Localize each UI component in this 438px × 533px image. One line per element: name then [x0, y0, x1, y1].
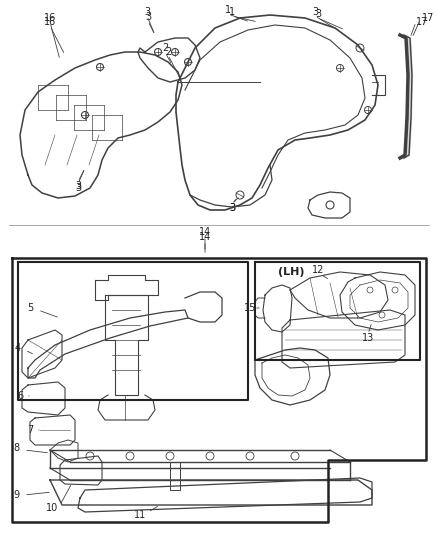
Text: 3: 3	[312, 7, 318, 17]
Text: 3: 3	[75, 181, 81, 191]
Text: 3: 3	[144, 7, 150, 17]
Text: 13: 13	[362, 333, 374, 343]
Text: 5: 5	[27, 303, 33, 313]
Text: 3: 3	[229, 203, 235, 213]
Text: 9: 9	[13, 490, 19, 500]
Text: 4: 4	[15, 343, 21, 353]
Text: 10: 10	[46, 503, 58, 513]
Text: 1: 1	[229, 7, 235, 17]
Text: 14: 14	[199, 227, 211, 237]
Text: 3: 3	[315, 9, 321, 19]
Text: 3: 3	[145, 12, 151, 22]
Text: 16: 16	[44, 13, 56, 23]
Text: 17: 17	[422, 13, 434, 23]
Text: 17: 17	[416, 17, 428, 27]
Text: 8: 8	[13, 443, 19, 453]
Text: 2: 2	[162, 43, 168, 53]
Text: 12: 12	[312, 265, 324, 275]
Text: 11: 11	[134, 510, 146, 520]
Text: 1: 1	[225, 5, 231, 15]
Text: 2: 2	[165, 47, 171, 57]
Text: 6: 6	[17, 391, 23, 401]
Text: 3: 3	[75, 183, 81, 193]
Text: 16: 16	[44, 17, 56, 27]
Text: (LH): (LH)	[278, 267, 304, 277]
Text: 7: 7	[27, 425, 33, 435]
Text: 15: 15	[244, 303, 256, 313]
Text: 3: 3	[229, 203, 235, 213]
Text: 14: 14	[199, 232, 211, 242]
